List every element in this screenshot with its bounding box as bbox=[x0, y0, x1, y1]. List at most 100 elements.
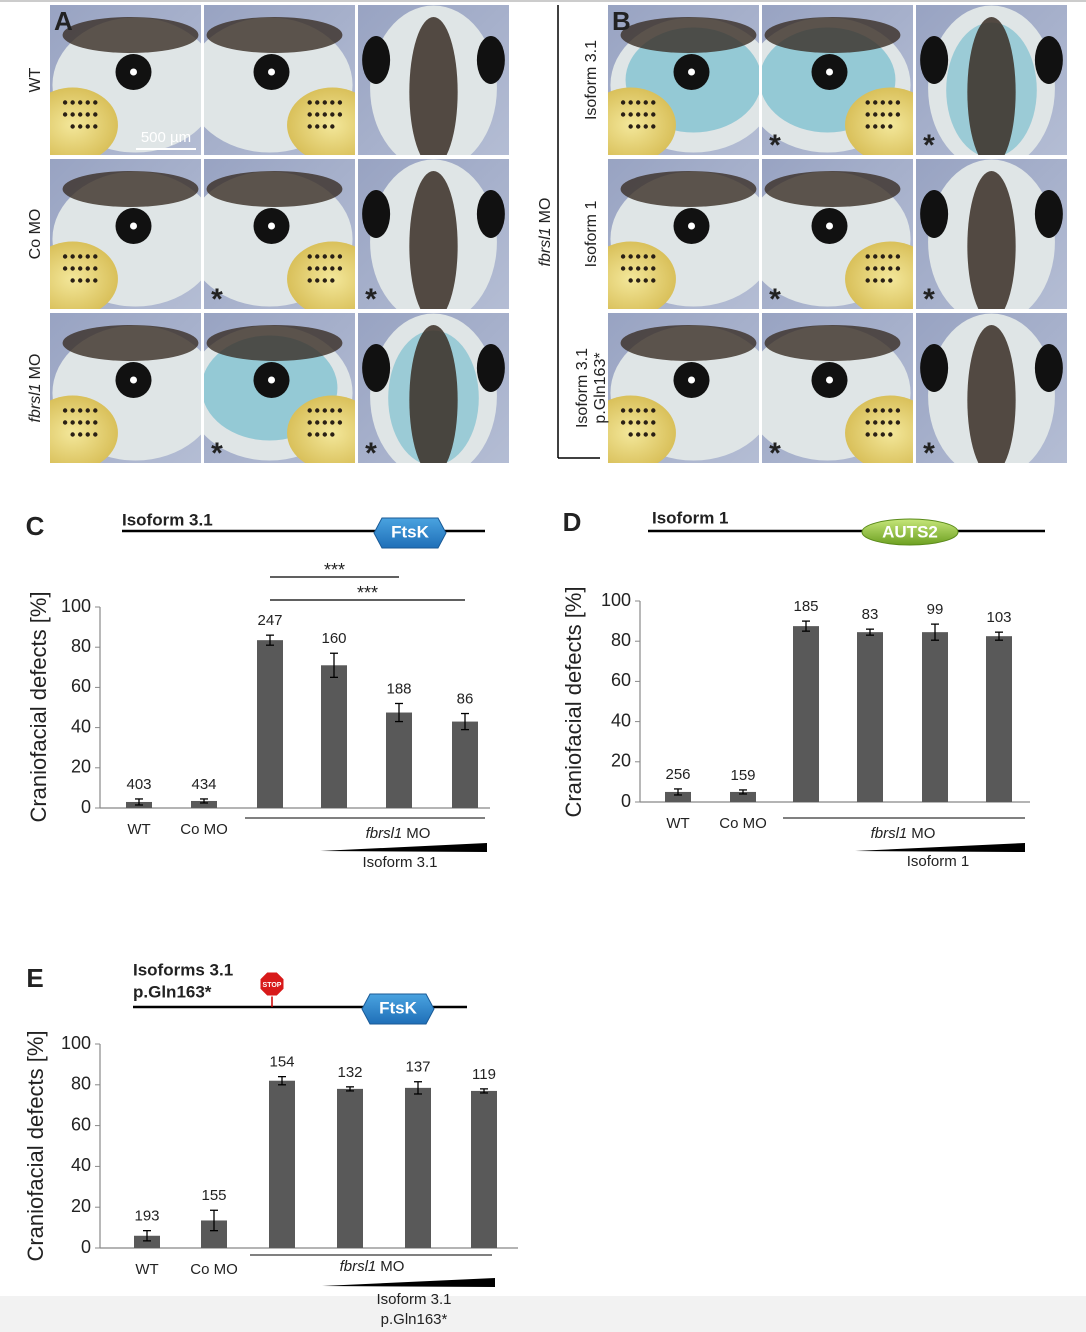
spot bbox=[307, 112, 312, 117]
y-axis-label: Craniofacial defects [%] bbox=[23, 1030, 48, 1261]
embryo-photo bbox=[608, 159, 759, 309]
eye-glint bbox=[268, 68, 275, 76]
panel-letter: B bbox=[612, 6, 631, 36]
eye bbox=[1034, 36, 1063, 84]
error-bar bbox=[995, 631, 1003, 641]
yolk bbox=[845, 87, 913, 155]
y-tick-label: 80 bbox=[611, 630, 631, 650]
yolk bbox=[608, 395, 676, 463]
error-bar bbox=[674, 788, 682, 796]
pigment-band bbox=[620, 17, 757, 53]
embryo-photo bbox=[762, 5, 913, 155]
eye bbox=[476, 36, 505, 84]
x-tick-label: Co MO bbox=[180, 821, 228, 838]
yolk bbox=[608, 241, 676, 309]
asterisk: * bbox=[923, 437, 935, 470]
y-tick-label: 100 bbox=[61, 1033, 91, 1053]
count-label: 99 bbox=[927, 601, 944, 618]
footer-band bbox=[0, 1296, 1086, 1332]
spot bbox=[888, 278, 893, 283]
y-tick-label: 60 bbox=[611, 670, 631, 690]
bar bbox=[386, 712, 412, 808]
count-label: 256 bbox=[665, 766, 690, 783]
spot bbox=[651, 408, 656, 413]
spot bbox=[62, 266, 68, 271]
spot bbox=[620, 100, 626, 105]
asterisk: * bbox=[769, 129, 781, 162]
x-tick-label: WT bbox=[666, 815, 689, 832]
embryo-photo bbox=[204, 5, 355, 155]
spot bbox=[880, 254, 885, 259]
spot bbox=[895, 254, 901, 259]
spot bbox=[873, 408, 878, 413]
spot bbox=[85, 266, 90, 271]
bar bbox=[337, 1088, 363, 1248]
bar bbox=[269, 1080, 295, 1248]
count-label: 137 bbox=[405, 1059, 430, 1076]
x-tick-label: WT bbox=[135, 1261, 158, 1278]
y-axis-label: Craniofacial defects [%] bbox=[561, 586, 586, 817]
spot bbox=[643, 266, 648, 271]
spot bbox=[315, 254, 320, 259]
spot bbox=[865, 266, 870, 271]
spot bbox=[78, 408, 83, 413]
count-label: 155 bbox=[201, 1187, 226, 1204]
spot bbox=[651, 100, 656, 105]
spot bbox=[78, 254, 83, 259]
eye bbox=[362, 344, 391, 392]
count-label: 193 bbox=[134, 1208, 159, 1225]
spot bbox=[322, 420, 327, 425]
count-label: 159 bbox=[730, 767, 755, 784]
spot bbox=[643, 408, 648, 413]
pigment bbox=[409, 17, 458, 155]
spot bbox=[62, 420, 68, 425]
spot bbox=[322, 112, 327, 117]
spot bbox=[895, 100, 901, 105]
spot bbox=[895, 408, 901, 413]
spot bbox=[651, 266, 656, 271]
bar bbox=[452, 721, 478, 808]
eye-glint bbox=[130, 222, 137, 230]
gene-suffix: MO bbox=[27, 354, 44, 380]
row-label: Isoform 1 bbox=[583, 201, 600, 268]
spot bbox=[880, 124, 885, 129]
gene-suffix: MO bbox=[406, 825, 430, 842]
spot bbox=[315, 420, 320, 425]
count-label: 403 bbox=[126, 776, 151, 793]
bar bbox=[793, 626, 819, 802]
embryo-photo bbox=[204, 159, 355, 309]
row-label: Isoform 3.1 bbox=[583, 40, 600, 120]
spot bbox=[880, 408, 885, 413]
spot bbox=[636, 254, 641, 259]
spot bbox=[93, 278, 98, 283]
spot bbox=[330, 408, 335, 413]
yolk bbox=[287, 395, 355, 463]
domain-label: FtsK bbox=[391, 522, 430, 541]
spot bbox=[307, 100, 312, 105]
error-bar bbox=[461, 712, 469, 731]
y-tick-label: 60 bbox=[71, 1114, 91, 1134]
spot bbox=[865, 100, 870, 105]
spot bbox=[70, 420, 75, 425]
spot bbox=[888, 124, 893, 129]
domain-label: FtsK bbox=[379, 998, 418, 1017]
spot bbox=[322, 278, 327, 283]
spot bbox=[643, 420, 648, 425]
y-tick-label: 60 bbox=[71, 676, 91, 696]
spot bbox=[322, 124, 327, 129]
bar bbox=[321, 665, 347, 808]
bar bbox=[191, 800, 217, 808]
spot bbox=[628, 408, 633, 413]
yolk bbox=[287, 241, 355, 309]
row-label: Co MO bbox=[27, 209, 44, 260]
spot bbox=[85, 112, 90, 117]
spot bbox=[315, 408, 320, 413]
spot bbox=[322, 408, 327, 413]
spot bbox=[330, 266, 335, 271]
spot bbox=[330, 278, 335, 283]
yolk bbox=[287, 87, 355, 155]
spot bbox=[880, 112, 885, 117]
spot bbox=[873, 420, 878, 425]
spot bbox=[620, 408, 626, 413]
y-tick-label: 80 bbox=[71, 636, 91, 656]
